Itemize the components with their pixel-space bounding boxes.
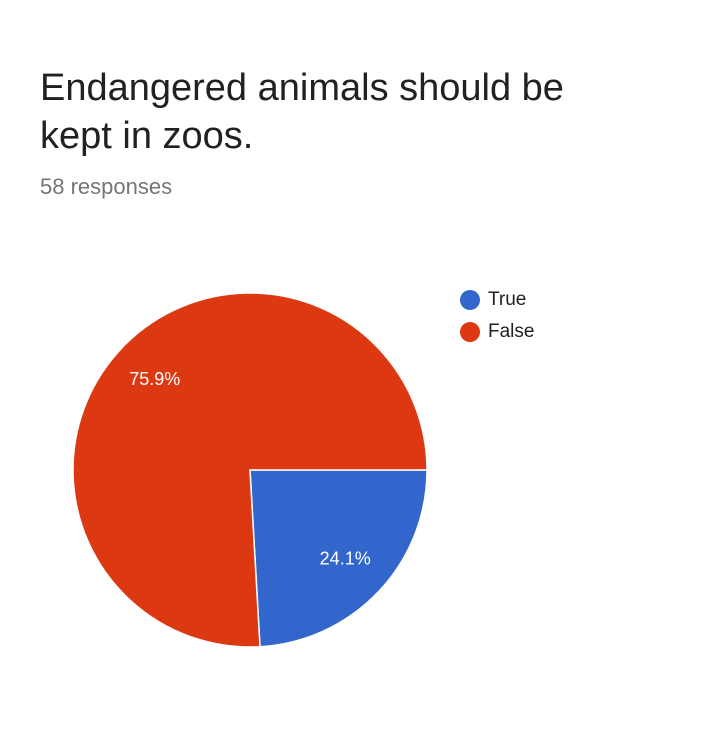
data-label: 75.9% — [129, 369, 180, 389]
legend-label: True — [488, 289, 526, 310]
pie-slice — [72, 292, 428, 648]
legend-swatch — [460, 322, 480, 342]
legend-label: False — [488, 321, 534, 342]
pie-slice — [249, 469, 428, 648]
legend-swatch — [460, 290, 480, 310]
chart-subtitle: 58 responses — [40, 174, 173, 199]
data-label: 24.1% — [320, 549, 371, 569]
chart-title: Endangered animals should be kept in zoo… — [40, 67, 564, 157]
